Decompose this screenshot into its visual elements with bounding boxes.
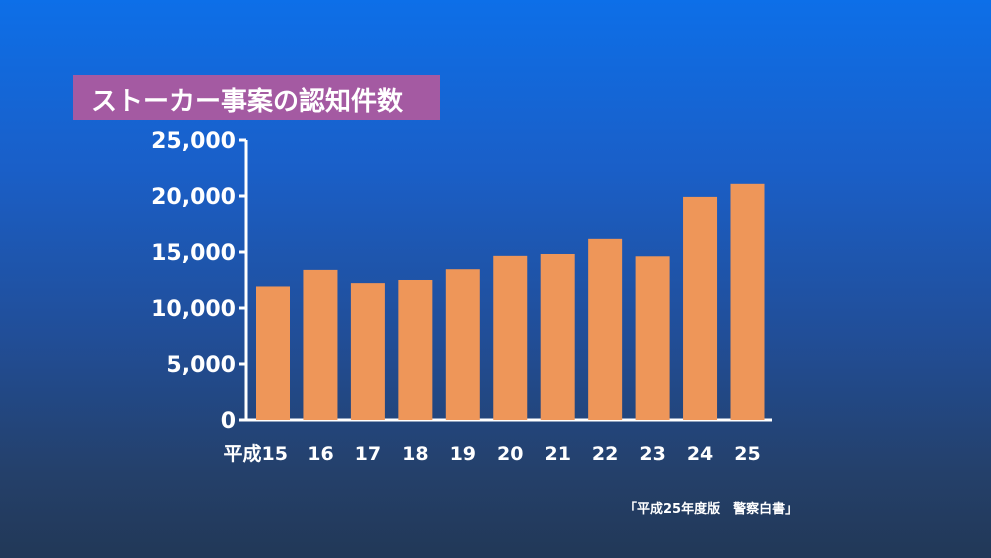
x-tick-label: 25 xyxy=(734,443,760,465)
y-tick-label: 15,000 xyxy=(151,241,236,266)
x-tick-label: 21 xyxy=(544,443,570,465)
x-tick-label: 16 xyxy=(307,443,333,465)
bar xyxy=(350,283,385,420)
bar xyxy=(588,238,623,420)
x-tick-label: 22 xyxy=(592,443,618,465)
bar xyxy=(730,183,765,420)
bar xyxy=(398,279,433,420)
x-tick-label: 20 xyxy=(497,443,523,465)
x-tick-label: 平成15 xyxy=(224,442,288,465)
y-tick-label: 5,000 xyxy=(166,353,236,378)
x-tick-label: 18 xyxy=(402,443,428,465)
bar xyxy=(635,256,670,420)
x-tick-label: 19 xyxy=(450,443,476,465)
x-tick-label: 23 xyxy=(639,443,665,465)
y-tick-label: 0 xyxy=(221,409,236,434)
x-tick-label: 17 xyxy=(355,443,381,465)
chart-title-box: ストーカー事案の認知件数 xyxy=(73,75,440,120)
y-tick-label: 10,000 xyxy=(151,297,236,322)
bar xyxy=(683,196,718,420)
bar xyxy=(493,255,528,420)
bar xyxy=(256,286,290,420)
chart-title: ストーカー事案の認知件数 xyxy=(91,87,404,117)
bar xyxy=(540,253,575,420)
y-tick-label: 25,000 xyxy=(151,129,236,154)
y-tick-label: 20,000 xyxy=(151,185,236,210)
x-tick-label: 24 xyxy=(687,443,713,465)
source-citation: 「平成25年度版 警察白書」 xyxy=(624,502,799,517)
bar xyxy=(303,269,338,420)
bar xyxy=(445,269,480,420)
